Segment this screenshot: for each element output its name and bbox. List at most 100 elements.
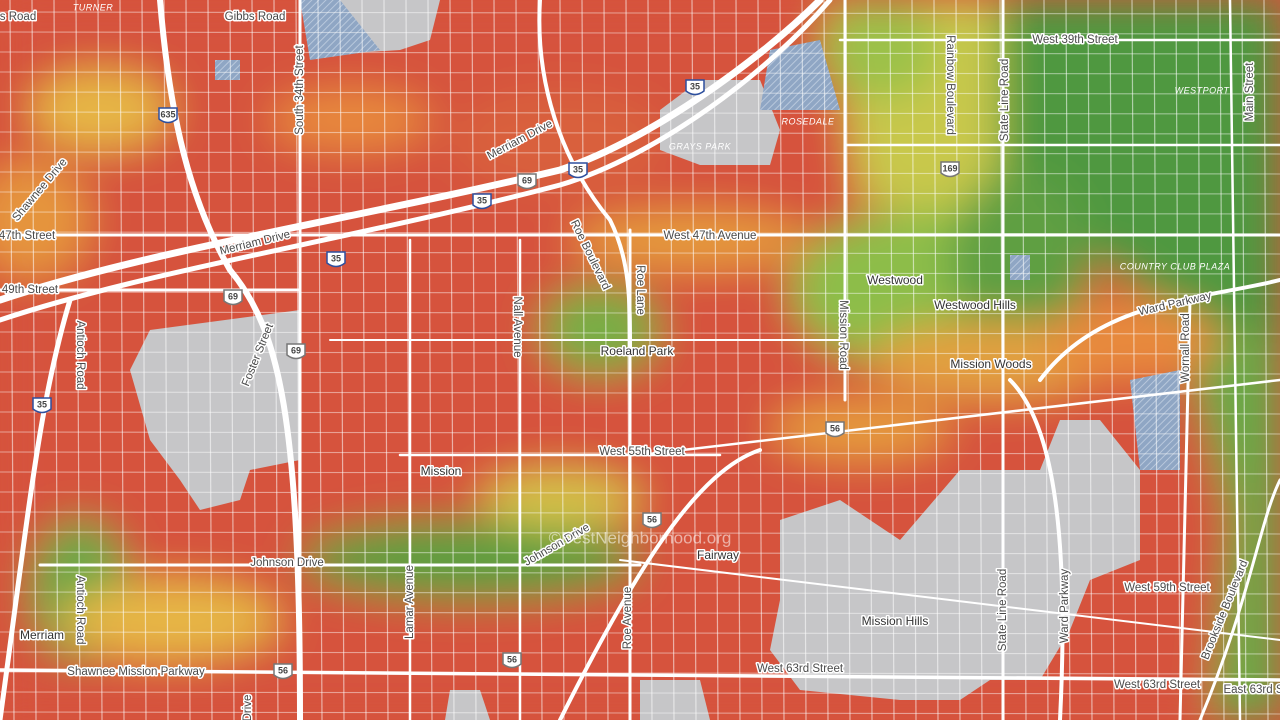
street bbox=[0, 451, 1280, 455]
street bbox=[0, 431, 1280, 435]
shield-number: 35 bbox=[573, 164, 583, 174]
place-label: Roeland Park bbox=[601, 344, 675, 358]
street bbox=[0, 471, 1280, 475]
street bbox=[801, 0, 807, 720]
street bbox=[0, 651, 1280, 655]
street bbox=[0, 51, 1280, 55]
road bbox=[558, 448, 762, 720]
highway-shield bbox=[286, 343, 306, 360]
street bbox=[0, 511, 1280, 515]
place-label: Mission Hills bbox=[862, 614, 929, 628]
street bbox=[0, 551, 1280, 555]
highway-shield bbox=[940, 161, 960, 178]
street-label: Johnson Drive bbox=[250, 557, 324, 569]
street bbox=[1065, 0, 1071, 720]
street bbox=[449, 0, 455, 720]
street bbox=[0, 211, 1280, 215]
street bbox=[845, 0, 851, 720]
street bbox=[0, 391, 1280, 395]
street bbox=[0, 311, 1280, 315]
shield-number: 56 bbox=[830, 423, 840, 433]
street bbox=[713, 0, 719, 720]
street-label: Main Street bbox=[1244, 62, 1256, 122]
street bbox=[0, 171, 1280, 175]
street-label: Antioch Road bbox=[74, 320, 86, 389]
street-label: West 63rd Street bbox=[757, 663, 844, 675]
shield-number: 56 bbox=[647, 514, 657, 524]
street bbox=[757, 0, 763, 720]
street bbox=[889, 0, 895, 720]
street bbox=[207, 0, 213, 720]
street bbox=[427, 0, 433, 720]
shield-number: 35 bbox=[690, 81, 700, 91]
shield-number: 69 bbox=[291, 345, 301, 355]
street-label: West 47th Avenue bbox=[664, 230, 757, 242]
street bbox=[229, 0, 235, 720]
street-label: Mission Road bbox=[837, 300, 849, 370]
street-label: West 59th Street bbox=[1124, 582, 1210, 594]
road bbox=[0, 297, 73, 720]
street bbox=[361, 0, 367, 720]
highway-shield bbox=[642, 512, 662, 529]
street-label: West 39th Street bbox=[1032, 34, 1118, 46]
shield-number: 69 bbox=[522, 175, 532, 185]
road bbox=[0, 0, 824, 304]
highway-shield bbox=[158, 107, 178, 124]
street bbox=[0, 371, 1280, 375]
street bbox=[823, 0, 829, 720]
street-label: East 63rd Street bbox=[1223, 684, 1280, 696]
street bbox=[647, 0, 653, 720]
road bbox=[1198, 478, 1280, 720]
street bbox=[1153, 0, 1159, 720]
street-label: State Line Road bbox=[997, 569, 1009, 651]
neighborhood-label: Country Club Plaza bbox=[1120, 261, 1231, 271]
street bbox=[977, 0, 983, 720]
highway-shield bbox=[32, 397, 52, 414]
shield-number: 56 bbox=[278, 665, 288, 675]
street bbox=[0, 31, 1280, 35]
shield-number: 69 bbox=[228, 291, 238, 301]
street-label: State Line Road bbox=[999, 59, 1011, 141]
street bbox=[911, 0, 917, 720]
street-label: s Road bbox=[0, 11, 36, 23]
street bbox=[0, 291, 1280, 295]
street bbox=[955, 0, 961, 720]
place-label: Fairway bbox=[697, 548, 739, 562]
road bbox=[638, 378, 1280, 457]
street-label: 47th Street bbox=[0, 230, 56, 242]
street bbox=[779, 0, 785, 720]
street bbox=[1087, 0, 1093, 720]
street bbox=[317, 0, 323, 720]
street bbox=[141, 0, 147, 720]
highway-shield bbox=[502, 652, 522, 669]
street-label: Drive bbox=[242, 695, 254, 720]
street bbox=[0, 711, 1280, 715]
street bbox=[559, 0, 565, 720]
street bbox=[31, 0, 37, 720]
place-label: Westwood bbox=[867, 273, 923, 287]
street bbox=[1043, 0, 1049, 720]
road bbox=[619, 559, 1280, 641]
street bbox=[867, 0, 873, 720]
street bbox=[0, 631, 1280, 635]
street-label: Roe Avenue bbox=[622, 587, 634, 649]
highway-shield bbox=[825, 421, 845, 438]
street-label: Gibbs Road bbox=[225, 11, 286, 23]
place-label: Mission Woods bbox=[950, 357, 1031, 371]
street bbox=[0, 491, 1280, 495]
neighborhood-label: Westport bbox=[1175, 85, 1231, 95]
street bbox=[581, 0, 587, 720]
street bbox=[603, 0, 609, 720]
street-label: Rainbow Boulevard bbox=[944, 35, 956, 135]
street-label: West 63rd Street bbox=[1114, 679, 1201, 691]
street bbox=[1109, 0, 1115, 720]
street bbox=[0, 111, 1280, 115]
street bbox=[537, 0, 543, 720]
place-label: Mission bbox=[421, 464, 462, 478]
shield-number: 35 bbox=[331, 253, 341, 263]
street-label: 49th Street bbox=[2, 284, 59, 296]
street-label: Nall Avenue bbox=[511, 296, 523, 357]
street bbox=[735, 0, 741, 720]
street bbox=[0, 591, 1280, 595]
